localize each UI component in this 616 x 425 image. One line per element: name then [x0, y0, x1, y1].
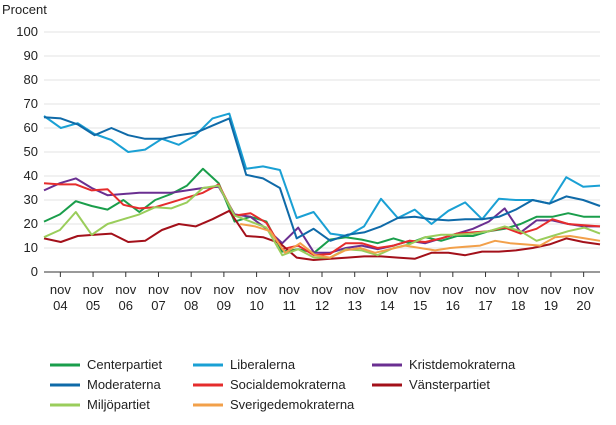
series-line-6: [43, 184, 601, 259]
x-tick-year: 09: [217, 298, 231, 313]
y-tick-label: 80: [24, 72, 38, 87]
x-tick-year: 17: [478, 298, 492, 313]
legend-label: Miljöpartiet: [87, 397, 150, 412]
x-tick-year: 20: [576, 298, 590, 313]
x-tick-month: nov: [410, 282, 431, 297]
x-tick-month: nov: [442, 282, 463, 297]
series-line-5: [43, 209, 601, 261]
grid-lines: [44, 31, 600, 273]
series-lines: [43, 112, 601, 261]
x-tick-month: nov: [540, 282, 561, 297]
y-tick-label: 40: [24, 168, 38, 183]
x-tick-month: nov: [279, 282, 300, 297]
x-tick-year: 13: [347, 298, 361, 313]
x-tick-month: nov: [508, 282, 529, 297]
legend-label: Liberalerna: [230, 357, 296, 372]
x-tick-month: nov: [115, 282, 136, 297]
x-tick-month: nov: [475, 282, 496, 297]
legend-label: Vänsterpartiet: [409, 377, 490, 392]
legend-label: Moderaterna: [87, 377, 161, 392]
x-tick-month: nov: [83, 282, 104, 297]
x-tick-year: 16: [446, 298, 460, 313]
x-tick-year: 04: [53, 298, 67, 313]
legend-label: Sverigedemokraterna: [230, 397, 355, 412]
x-tick-month: nov: [344, 282, 365, 297]
x-tick-year: 18: [511, 298, 525, 313]
series-line-0: [43, 167, 600, 254]
y-axis-label: Procent: [2, 2, 47, 17]
x-tick-year: 11: [283, 298, 297, 313]
y-tick-label: 100: [16, 24, 38, 39]
y-tick-label: 70: [24, 96, 38, 111]
x-tick-month: nov: [148, 282, 169, 297]
x-tick-month: nov: [377, 282, 398, 297]
x-tick-month: nov: [312, 282, 333, 297]
series-line-7: [240, 223, 601, 259]
legend: Centerpartiet Liberalerna Kristdemokratern…: [50, 357, 516, 412]
x-tick-year: 12: [315, 298, 329, 313]
x-tick-year: 19: [544, 298, 558, 313]
x-tick-year: 14: [380, 298, 394, 313]
x-tick-year: 08: [184, 298, 198, 313]
y-tick-label: 60: [24, 120, 38, 135]
legend-label: Socialdemokraterna: [230, 377, 346, 392]
y-axis-ticks: 0 10 20 30 40 50 60 70 80 90 100: [16, 24, 38, 279]
x-tick-month: nov: [181, 282, 202, 297]
x-tick-year: 10: [249, 298, 263, 313]
x-tick-year: 06: [119, 298, 133, 313]
y-tick-label: 0: [31, 264, 38, 279]
x-tick-year: 07: [151, 298, 165, 313]
x-tick-year: 15: [413, 298, 427, 313]
y-tick-label: 10: [24, 240, 38, 255]
x-tick-month: nov: [50, 282, 71, 297]
legend-label: Centerpartiet: [87, 357, 163, 372]
y-tick-label: 30: [24, 192, 38, 207]
series-line-1: [43, 112, 601, 237]
series-line-3: [43, 116, 601, 242]
legend-label: Kristdemokraterna: [409, 357, 516, 372]
series-line-4: [43, 182, 601, 257]
y-tick-label: 50: [24, 144, 38, 159]
x-tick-month: nov: [573, 282, 594, 297]
x-tick-year: 05: [86, 298, 100, 313]
x-axis-ticks: nov04nov05nov06nov07nov08nov09nov10nov11…: [50, 272, 595, 313]
y-tick-label: 20: [24, 216, 38, 231]
x-tick-month: nov: [246, 282, 267, 297]
y-tick-label: 90: [24, 48, 38, 63]
x-tick-month: nov: [213, 282, 234, 297]
